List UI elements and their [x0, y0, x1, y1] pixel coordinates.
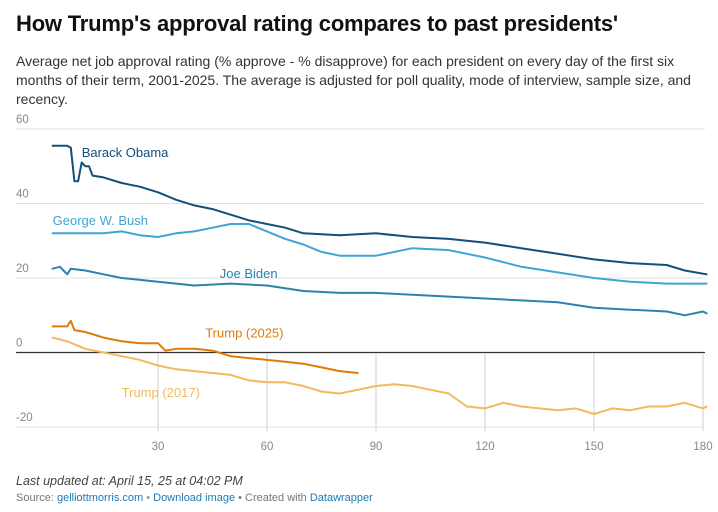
x-tick-label: 30	[152, 441, 165, 453]
last-updated-note: Last updated at: April 15, 25 at 04:02 P…	[16, 474, 243, 488]
y-tick-label: -20	[16, 412, 33, 424]
download-image-link[interactable]: Download image	[153, 492, 236, 504]
x-tick-label: 150	[584, 441, 603, 453]
series-label-barack-obama: Barack Obama	[82, 145, 169, 160]
y-tick-label: 40	[16, 189, 29, 201]
created-with-text: • Created with	[235, 492, 310, 504]
approval-line-chart: 60 40 20 0 -20 30 60 90 120 150 180 Barack Obama G…	[16, 114, 713, 453]
source-prefix: Source:	[16, 492, 57, 504]
y-axis-ticks: 60 40 20 0 -20	[16, 114, 33, 424]
series-label-trump-2025: Trump (2025)	[205, 326, 283, 341]
y-tick-label: 60	[16, 114, 29, 126]
y-tick-label: 20	[16, 263, 29, 275]
x-axis-ticks: 30 60 90 120 150 180	[152, 353, 713, 453]
x-tick-label: 90	[370, 441, 383, 453]
series-label-joe-biden: Joe Biden	[220, 266, 278, 281]
series-line-joe-biden	[51, 265, 708, 317]
series-line-george-w-bush	[51, 223, 708, 285]
chart-title: How Trump's approval rating compares to …	[16, 11, 618, 36]
datawrapper-link[interactable]: Datawrapper	[309, 492, 373, 504]
series-line-trump-2017	[51, 336, 708, 415]
x-tick-label: 60	[261, 441, 274, 453]
series-lines	[51, 144, 708, 415]
source-link[interactable]: gelliottmorris.com	[56, 492, 144, 504]
chart-subtitle: Average net job approval rating (% appro…	[16, 53, 691, 107]
series-line-barack-obama	[51, 144, 708, 276]
series-label-george-w-bush: George W. Bush	[53, 213, 148, 228]
x-tick-label: 120	[475, 441, 494, 453]
separator: •	[143, 492, 154, 504]
x-tick-label: 180	[693, 441, 712, 453]
series-line-trump-2025	[51, 319, 359, 374]
source-line: Source: gelliottmorris.com • Download im…	[16, 492, 373, 504]
series-labels: Barack Obama George W. Bush Joe Biden Trump…	[53, 145, 284, 400]
y-tick-label: 0	[16, 338, 22, 350]
series-label-trump-2017: Trump (2017)	[122, 385, 200, 400]
